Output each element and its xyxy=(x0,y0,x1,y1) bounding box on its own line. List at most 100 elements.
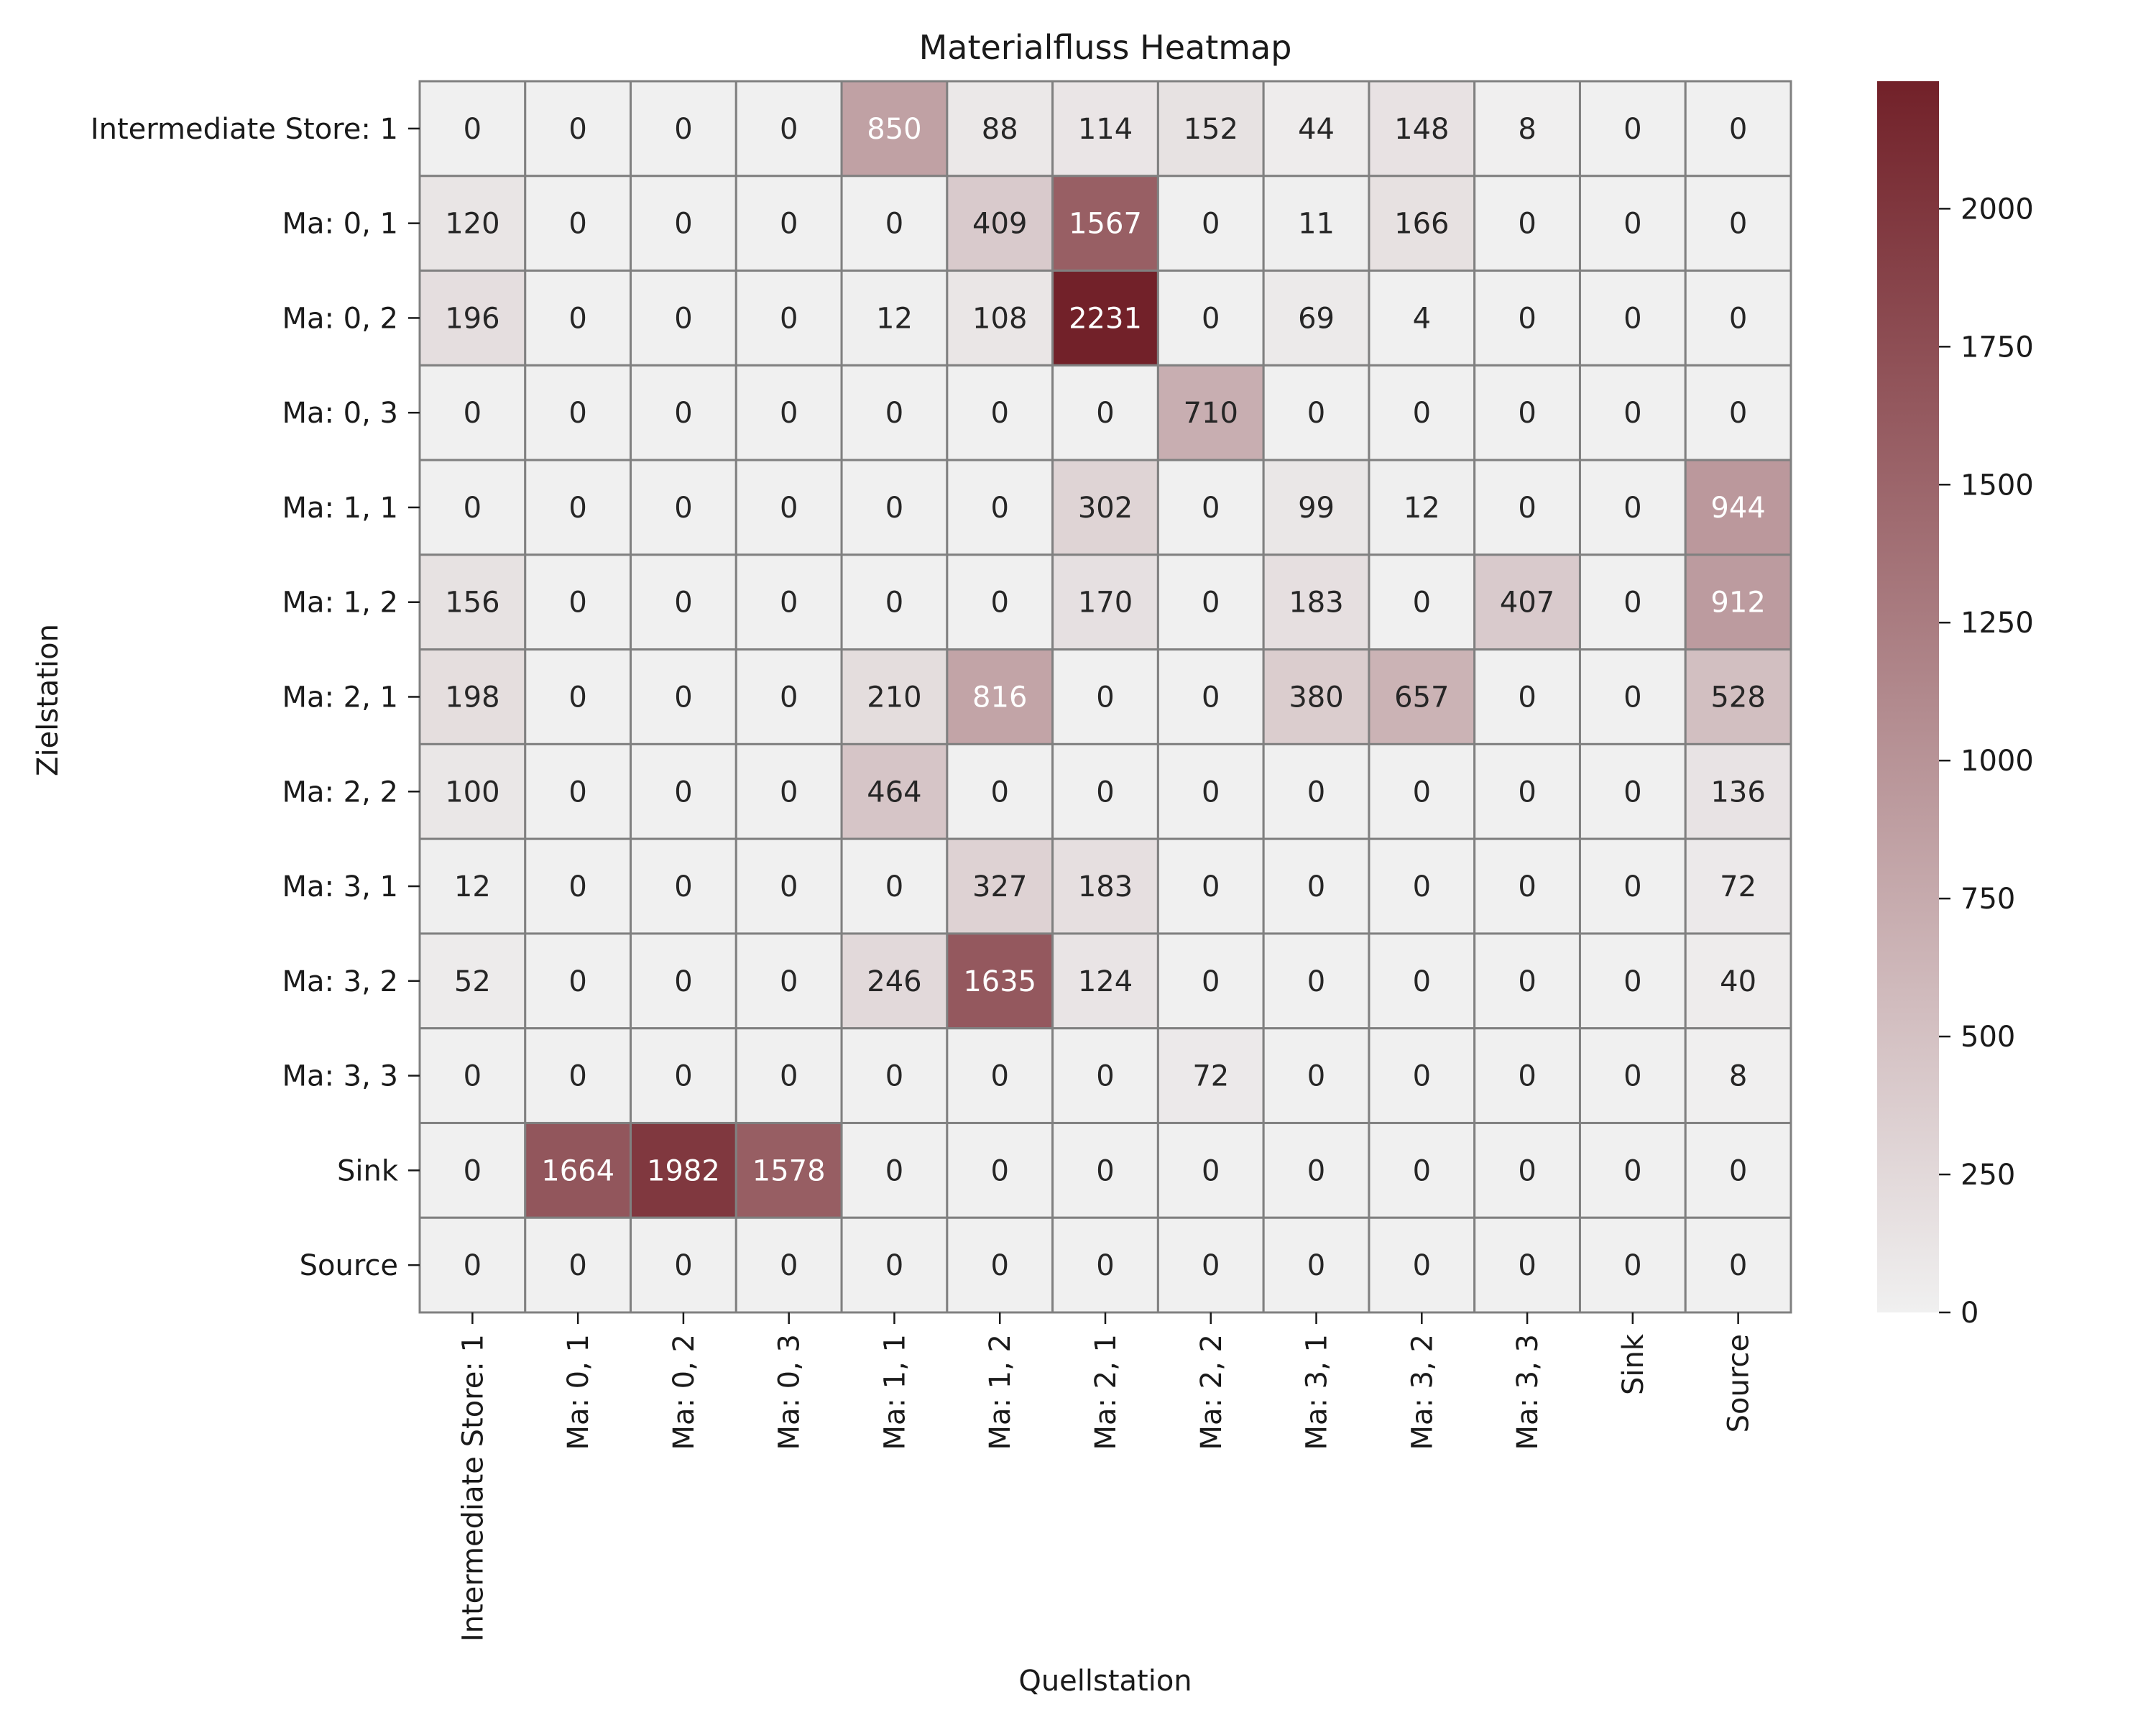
cell-value-label: 0 xyxy=(1518,208,1536,241)
cell-value-label: 0 xyxy=(568,776,586,809)
heatmap-cell xyxy=(1156,1027,1265,1124)
heatmap-cell xyxy=(1262,1027,1370,1124)
y-tick-label: Ma: 3, 3 xyxy=(282,1060,398,1093)
heatmap-cell xyxy=(418,932,527,1030)
heatmap-cell xyxy=(1156,1121,1265,1219)
cell-value-label: 170 xyxy=(1078,586,1133,620)
cell-value-label: 0 xyxy=(464,1249,482,1282)
cell-value-label: 0 xyxy=(1729,397,1747,430)
cell-value-label: 0 xyxy=(568,1249,586,1282)
heatmap-cell xyxy=(418,837,527,935)
cell-value-label: 0 xyxy=(674,965,692,998)
cell-value-label: 0 xyxy=(1202,1154,1220,1187)
x-tick-label: Ma: 0, 1 xyxy=(562,1334,595,1450)
cell-value-label: 166 xyxy=(1394,208,1449,241)
cell-value-label: 0 xyxy=(1623,208,1641,241)
heatmap-cell xyxy=(1473,553,1581,651)
cell-value-label: 0 xyxy=(568,586,586,620)
cell-value-label: 0 xyxy=(1307,870,1325,903)
heatmap-cell xyxy=(1262,175,1370,272)
heatmap-cell xyxy=(630,1121,737,1219)
heatmap-cell xyxy=(1368,270,1476,367)
cell-value-label: 0 xyxy=(464,492,482,525)
cell-value-label: 12 xyxy=(1404,492,1440,525)
heatmap-cell xyxy=(734,1121,843,1219)
cell-value-label: 0 xyxy=(674,776,692,809)
heatmap-cell xyxy=(630,459,737,556)
y-tick-label: Ma: 1, 1 xyxy=(282,492,398,525)
heatmap-cell xyxy=(840,1216,949,1314)
cell-value-label: 0 xyxy=(885,397,903,430)
cell-value-label: 72 xyxy=(1720,870,1756,903)
heatmap-cell xyxy=(1262,648,1370,745)
heatmap-cell xyxy=(1051,648,1159,745)
y-tick-label: Ma: 3, 1 xyxy=(282,870,398,903)
cell-value-label: 0 xyxy=(1413,1060,1431,1093)
cell-value-label: 0 xyxy=(1518,397,1536,430)
heatmap-cell xyxy=(1262,459,1370,556)
cell-value-label: 380 xyxy=(1289,681,1343,714)
x-tick-label: Ma: 0, 2 xyxy=(668,1334,701,1450)
cell-value-label: 0 xyxy=(1096,776,1114,809)
cell-value-label: 0 xyxy=(1623,965,1641,998)
heatmap-cell xyxy=(840,1027,949,1124)
x-tick-label: Ma: 0, 3 xyxy=(773,1334,806,1450)
cell-value-label: 0 xyxy=(1202,586,1220,620)
cell-value-label: 944 xyxy=(1710,492,1765,525)
heatmap-cell xyxy=(630,364,737,461)
cell-value-label: 0 xyxy=(991,492,1009,525)
cell-value-label: 0 xyxy=(568,870,586,903)
heatmap-cell xyxy=(1684,459,1792,556)
cell-value-label: 100 xyxy=(445,776,499,809)
cell-value-label: 12 xyxy=(876,302,913,335)
cell-value-label: 0 xyxy=(568,681,586,714)
heatmap-cell xyxy=(1578,1216,1687,1314)
heatmap-cell xyxy=(1368,80,1476,178)
colorbar-tick-label: 0 xyxy=(1961,1297,1978,1330)
cell-value-label: 0 xyxy=(1623,1249,1641,1282)
cell-value-label: 246 xyxy=(867,965,921,998)
heatmap-cell xyxy=(1262,364,1370,461)
cell-value-label: 0 xyxy=(780,776,798,809)
cell-value-label: 0 xyxy=(1096,1154,1114,1187)
cell-value-label: 0 xyxy=(1413,1249,1431,1282)
heatmap-cell xyxy=(1684,648,1792,745)
cell-value-label: 2231 xyxy=(1069,302,1142,335)
cell-value-label: 0 xyxy=(1413,965,1431,998)
cell-value-label: 0 xyxy=(1518,870,1536,903)
cell-value-label: 816 xyxy=(972,681,1027,714)
heatmap-cell xyxy=(524,80,632,178)
y-tick-label: Ma: 2, 2 xyxy=(282,776,398,809)
cell-value-label: 464 xyxy=(867,776,921,809)
cell-value-label: 0 xyxy=(1096,397,1114,430)
cell-value-label: 0 xyxy=(1202,681,1220,714)
y-tick-label: Ma: 1, 2 xyxy=(282,586,398,620)
x-tick-label: Ma: 3, 3 xyxy=(1511,1334,1544,1450)
cell-value-label: 0 xyxy=(991,776,1009,809)
heatmap-cell xyxy=(1473,837,1581,935)
cell-value-label: 0 xyxy=(1307,397,1325,430)
heatmap-cell xyxy=(1368,932,1476,1030)
heatmap-cell xyxy=(1578,1121,1687,1219)
heatmap-cell xyxy=(1051,1216,1159,1314)
x-tick-label: Ma: 2, 2 xyxy=(1195,1334,1228,1450)
cell-value-label: 0 xyxy=(885,1154,903,1187)
x-axis-ticks: Intermediate Store: 1 Ma: 0, 1 Ma: 0, 2 Ma:… xyxy=(456,1312,1756,1642)
x-axis-label: Quellstation xyxy=(1018,1665,1192,1698)
heatmap-cell xyxy=(946,837,1054,935)
cell-value-label: 0 xyxy=(1307,1060,1325,1093)
heatmap-cell xyxy=(1684,1121,1792,1219)
cell-value-label: 0 xyxy=(674,870,692,903)
heatmap-cell xyxy=(1473,932,1581,1030)
cell-value-label: 0 xyxy=(780,492,798,525)
heatmap-cell xyxy=(1684,1027,1792,1124)
heatmap-cell xyxy=(1368,364,1476,461)
heatmap-cell xyxy=(1473,648,1581,745)
cell-value-label: 0 xyxy=(1623,492,1641,525)
heatmap-cell xyxy=(1051,459,1159,556)
heatmap-cell xyxy=(1684,175,1792,272)
heatmap-cell xyxy=(524,553,632,651)
heatmap-cell xyxy=(418,553,527,651)
cell-value-label: 0 xyxy=(674,586,692,620)
cell-value-label: 0 xyxy=(885,586,903,620)
